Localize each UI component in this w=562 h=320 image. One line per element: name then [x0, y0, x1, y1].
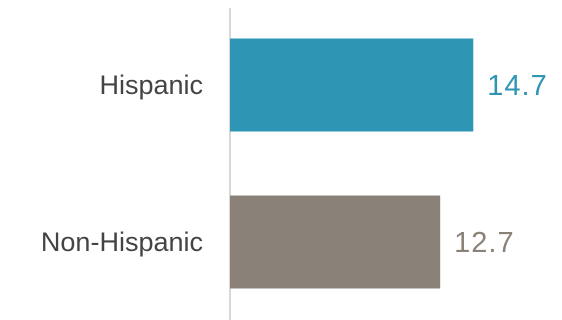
bar-hispanic — [230, 38, 474, 132]
category-label: Non-Hispanic — [41, 227, 203, 257]
category-label: Hispanic — [99, 70, 203, 100]
value-label: 14.7 — [487, 70, 547, 102]
bar-non-hispanic — [230, 195, 441, 289]
value-label: 12.7 — [454, 227, 514, 259]
